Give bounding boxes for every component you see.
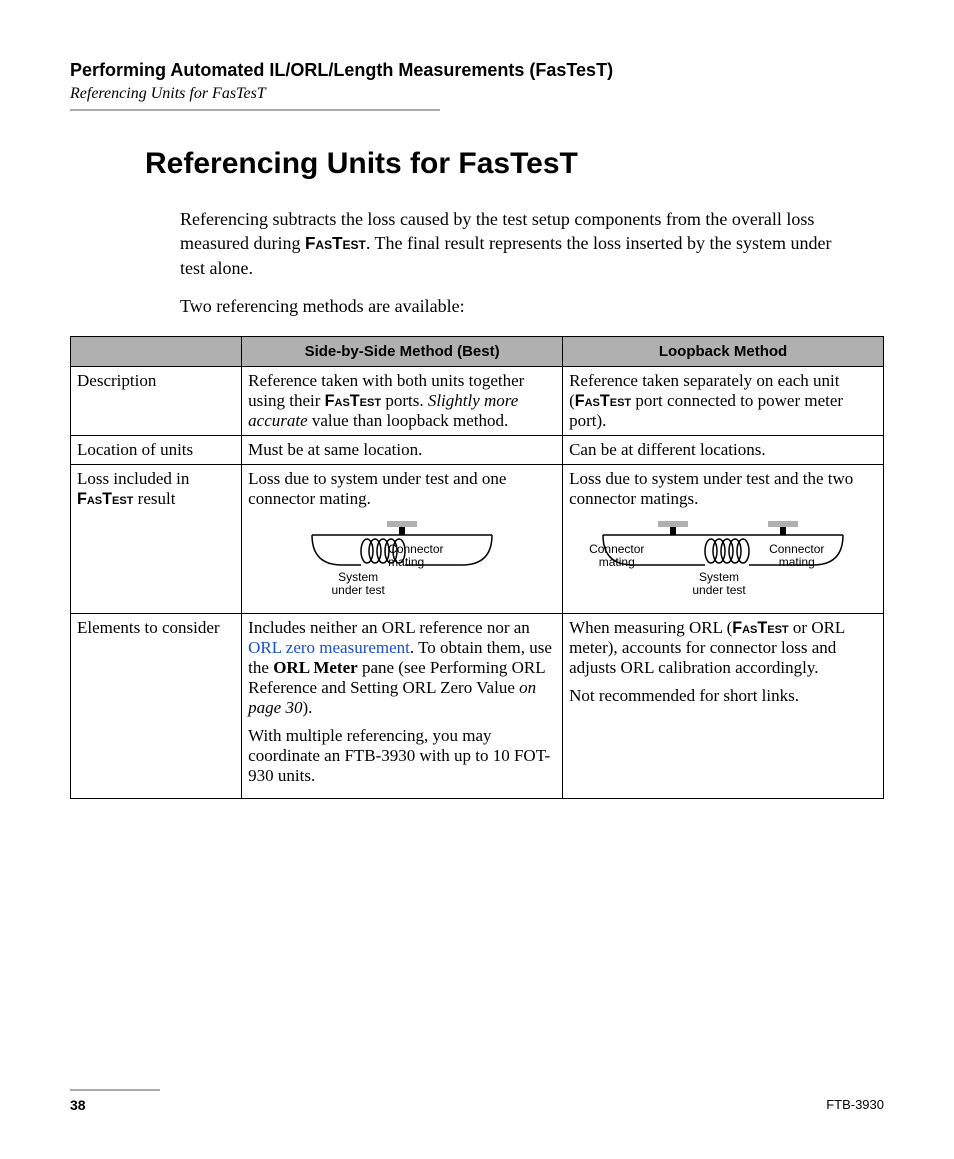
page-number: 38 bbox=[70, 1097, 86, 1113]
fastest-term: FasTest bbox=[305, 234, 366, 253]
intro-paragraph-2: Two referencing methods are available: bbox=[180, 294, 854, 318]
table-row: Location of units Must be at same locati… bbox=[71, 436, 884, 465]
comparison-table: Side-by-Side Method (Best) Loopback Meth… bbox=[70, 336, 884, 799]
text: Loss due to system under test and the tw… bbox=[569, 469, 853, 508]
fastest-term: FasTest bbox=[325, 392, 381, 410]
page-footer: 38 FTB-3930 bbox=[70, 1089, 884, 1113]
cell-description-sidebyside: Reference taken with both units together… bbox=[242, 367, 563, 436]
text: ). bbox=[302, 698, 312, 717]
table-header-blank bbox=[71, 337, 242, 367]
page-title: Referencing Units for FasTesT bbox=[145, 147, 884, 181]
row-label-elements: Elements to consider bbox=[71, 614, 242, 799]
cell-description-loopback: Reference taken separately on each unit … bbox=[563, 367, 884, 436]
header-rule bbox=[70, 109, 440, 111]
table-header-sidebyside: Side-by-Side Method (Best) bbox=[242, 337, 563, 367]
table-row: Loss included in FasTest result Loss due… bbox=[71, 465, 884, 614]
row-label-description: Description bbox=[71, 367, 242, 436]
intro-paragraph-1: Referencing subtracts the loss caused by… bbox=[180, 207, 854, 280]
footer-rule bbox=[70, 1089, 160, 1091]
label-under-test: under test bbox=[679, 584, 759, 597]
text-bold: ORL Meter bbox=[273, 658, 358, 677]
fastest-term: FasTest bbox=[732, 619, 788, 637]
label-mating: mating bbox=[589, 556, 644, 569]
text: When measuring ORL ( bbox=[569, 618, 732, 637]
table-row: Elements to consider Includes neither an… bbox=[71, 614, 884, 799]
row-label-loss: Loss included in FasTest result bbox=[71, 465, 242, 614]
table-header-loopback: Loopback Method bbox=[563, 337, 884, 367]
diagram-single-connector: Connector mating System under test bbox=[248, 519, 556, 609]
cell-location-sidebyside: Must be at same location. bbox=[242, 436, 563, 465]
label-mating: mating bbox=[769, 556, 824, 569]
section-subtitle: Referencing Units for FasTesT bbox=[70, 85, 884, 103]
cell-elements-loopback: When measuring ORL (FasTest or ORL meter… bbox=[563, 614, 884, 799]
diagram-double-connector: Connector mating Connector mating System… bbox=[569, 519, 877, 609]
text: Includes neither an ORL reference nor an bbox=[248, 618, 530, 637]
cell-elements-sidebyside: Includes neither an ORL reference nor an… bbox=[242, 614, 563, 799]
cell-location-loopback: Can be at different locations. bbox=[563, 436, 884, 465]
product-model: FTB-3930 bbox=[826, 1097, 884, 1113]
fastest-term: FasTest bbox=[575, 392, 631, 410]
table-header-row: Side-by-Side Method (Best) Loopback Meth… bbox=[71, 337, 884, 367]
text: result bbox=[133, 489, 175, 508]
document-page: Performing Automated IL/ORL/Length Measu… bbox=[0, 0, 954, 1159]
label-mating: mating bbox=[388, 556, 443, 569]
text: value than loopback method. bbox=[308, 411, 509, 430]
text: With multiple referencing, you may coord… bbox=[248, 726, 556, 786]
fastest-term: FasTest bbox=[77, 490, 133, 508]
cell-loss-sidebyside: Loss due to system under test and one co… bbox=[242, 465, 563, 614]
cell-loss-loopback: Loss due to system under test and the tw… bbox=[563, 465, 884, 614]
row-label-location: Location of units bbox=[71, 436, 242, 465]
text: Loss due to system under test and one co… bbox=[248, 469, 506, 508]
link-orl-zero[interactable]: ORL zero measurement bbox=[248, 638, 410, 657]
text: Not recommended for short links. bbox=[569, 686, 877, 706]
label-under-test: under test bbox=[318, 584, 398, 597]
chapter-title: Performing Automated IL/ORL/Length Measu… bbox=[70, 60, 884, 81]
text: Loss included in bbox=[77, 469, 189, 488]
text: ports. bbox=[381, 391, 428, 410]
table-row: Description Reference taken with both un… bbox=[71, 367, 884, 436]
